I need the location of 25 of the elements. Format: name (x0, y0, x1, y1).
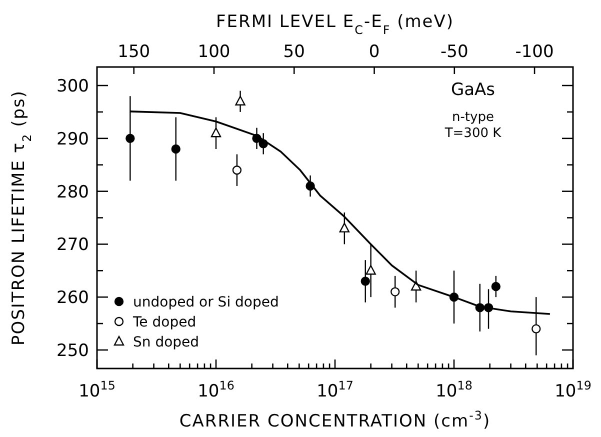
x2-tick-label: 50 (283, 42, 305, 62)
x2-tick-label: -100 (515, 42, 554, 62)
y-tick-label: 290 (56, 129, 89, 150)
y-tick-label: 260 (56, 288, 89, 308)
y-tick-label: 270 (56, 235, 89, 256)
x-tick-label: 10$^{16}$ (198, 378, 234, 402)
x-tick-label: 10$^{19}$ (554, 378, 592, 402)
legend-label: Sn doped (133, 334, 200, 350)
y-tick-label: 280 (56, 182, 89, 202)
annotation: GaAs (450, 80, 496, 100)
annotation: T=300 K (444, 126, 502, 141)
x-tick-label: 10$^{17}$ (316, 378, 354, 402)
x2-tick-label: 150 (118, 42, 150, 62)
x2-tick-label: -50 (440, 42, 468, 62)
x2-tick-label: 0 (368, 42, 380, 62)
x2-axis-title: FERMI LEVEL E$_{C}$-E$_{F}$ (meV) (216, 12, 454, 37)
x-axis-title: CARRIER CONCENTRATION (cm$^{-3}$) (179, 408, 491, 432)
legend-label: undoped or Si doped (133, 294, 279, 310)
x2-tick-label: 100 (198, 42, 230, 62)
x-tick-label: 10$^{15}$ (78, 378, 116, 402)
legend-label: Te doped (132, 314, 196, 330)
x-tick-label: 10$^{18}$ (436, 378, 472, 402)
y-tick-label: 300 (56, 76, 89, 97)
annotation: n-type (452, 110, 494, 125)
y-tick-label: 250 (56, 340, 89, 361)
